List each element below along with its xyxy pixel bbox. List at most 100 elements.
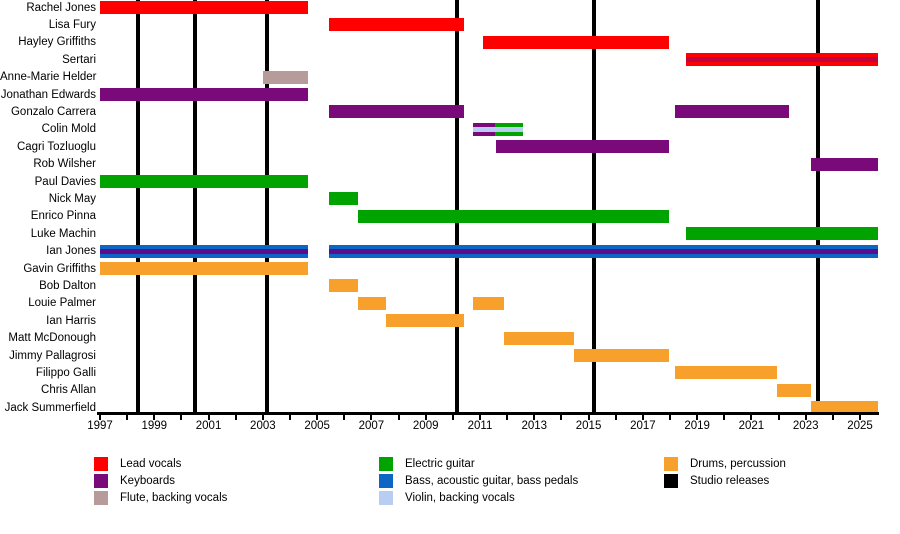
legend-label-keyboards: Keyboards <box>120 475 175 487</box>
axis-year-label: 2017 <box>630 420 656 432</box>
member-label-enrico-pinna: Enrico Pinna <box>30 210 96 223</box>
bar-sertari <box>686 53 878 67</box>
axis-year-label: 2007 <box>358 420 385 432</box>
axis-year-label: 2005 <box>304 420 330 432</box>
member-label-colin-mold: Colin Mold <box>41 123 96 136</box>
axis-year-label: 2003 <box>250 420 276 432</box>
bar-paul-davies <box>100 175 308 188</box>
studio-release-line <box>454 0 459 413</box>
bar-stripe-colin-mold <box>473 126 495 132</box>
member-label-cagri-tozluoglu: Cagri Tozluoglu <box>16 140 96 153</box>
member-label-gonzalo-carrera: Gonzalo Carrera <box>10 105 96 118</box>
bar-gonzalo-carrera <box>675 105 790 119</box>
bar-bob-dalton <box>329 279 358 293</box>
axis-tick <box>859 415 861 420</box>
axis-tick <box>506 415 509 420</box>
x-axis-line <box>97 412 879 415</box>
member-label-nick-may: Nick May <box>48 192 96 205</box>
axis-tick <box>234 415 237 420</box>
studio-release-line <box>264 0 269 413</box>
member-label-matt-mcdonough: Matt McDonough <box>8 332 96 345</box>
axis-tick <box>289 415 291 420</box>
member-label-ian-harris: Ian Harris <box>46 314 96 327</box>
axis-year-label: 2013 <box>521 420 548 432</box>
member-label-anne-marie-helder: Anne-Marie Helder <box>0 71 97 84</box>
legend-label-electric-guitar: Electric guitar <box>405 458 475 470</box>
bar-hayley-griffiths <box>482 35 669 49</box>
axis-year-label: 2021 <box>738 420 765 432</box>
axis-tick <box>804 415 807 420</box>
bar-colin-mold <box>473 122 495 136</box>
studio-release-line <box>136 0 140 413</box>
drums-swatch <box>664 457 678 471</box>
member-label-lisa-fury: Lisa Fury <box>48 18 96 31</box>
axis-year-label: 1999 <box>141 420 168 432</box>
member-label-gavin-griffiths: Gavin Griffiths <box>23 262 96 275</box>
bar-stripe-ian-jones <box>100 248 308 254</box>
member-label-jimmy-pallagrosi: Jimmy Pallagrosi <box>9 349 96 362</box>
axis-tick <box>614 415 617 420</box>
axis-tick <box>723 415 726 420</box>
axis-year-label: 1997 <box>87 420 113 432</box>
legend-label-lead-vocals: Lead vocals <box>120 458 182 470</box>
bar-nick-may <box>329 192 358 206</box>
member-label-luke-machin: Luke Machin <box>30 227 96 240</box>
axis-tick <box>370 415 373 420</box>
axis-tick <box>696 415 699 420</box>
axis-tick <box>153 415 156 420</box>
axis-tick <box>99 415 101 420</box>
axis-tick <box>777 415 780 420</box>
bar-chris-allan <box>777 383 812 397</box>
axis-tick <box>831 415 834 420</box>
bar-rob-wilsher <box>811 157 878 171</box>
studio-release-line <box>592 0 596 413</box>
bar-gonzalo-carrera <box>329 105 464 119</box>
bar-enrico-pinna <box>357 209 669 223</box>
member-label-jonathan-edwards: Jonathan Edwards <box>0 88 96 101</box>
keyboards-swatch <box>94 474 108 488</box>
legend-label-violin-backing-vocals: Violin, backing vocals <box>405 492 515 504</box>
member-label-sertari: Sertari <box>62 53 96 66</box>
bar-jimmy-pallagrosi <box>573 349 669 362</box>
axis-year-label: 2015 <box>575 420 602 432</box>
axis-year-label: 2011 <box>467 420 493 432</box>
axis-year-label: 2025 <box>847 420 873 432</box>
axis-tick <box>533 415 536 420</box>
member-label-paul-davies: Paul Davies <box>34 175 96 188</box>
bar-ian-harris <box>386 314 464 328</box>
axis-year-label: 2001 <box>195 420 222 432</box>
member-label-chris-allan: Chris Allan <box>41 384 96 397</box>
bar-matt-mcdonough <box>504 331 574 345</box>
studio-releases-swatch <box>664 474 678 488</box>
bar-stripe-sertari <box>686 57 878 63</box>
bar-filippo-galli <box>675 366 778 380</box>
lead-vocals-swatch <box>94 457 108 471</box>
plot-area: Rachel Jones Lisa Fury Hayley Griffiths Ser… <box>0 0 878 415</box>
studio-release-line <box>815 0 820 413</box>
legend-label-bass: Bass, acoustic guitar, bass pedals <box>405 475 579 487</box>
bar-cagri-tozluoglu <box>496 140 669 154</box>
legend-label-drums: Drums, percussion <box>690 458 786 470</box>
member-label-bob-dalton: Bob Dalton <box>39 279 96 292</box>
member-label-louie-palmer: Louie Palmer <box>28 297 96 310</box>
axis-tick <box>424 415 427 420</box>
bar-jack-summerfield <box>811 401 878 415</box>
axis-tick <box>641 415 644 420</box>
bass-swatch <box>379 474 393 488</box>
axis-year-label: 2009 <box>412 420 439 432</box>
axis-tick <box>451 415 454 420</box>
bar-louie-palmer <box>357 296 387 310</box>
bar-stripe-ian-jones <box>329 248 878 254</box>
legend-label-studio-releases: Studio releases <box>690 475 770 487</box>
bar-gavin-griffiths <box>100 262 308 275</box>
member-label-rachel-jones: Rachel Jones <box>26 1 96 14</box>
bar-colin-mold <box>494 122 524 136</box>
bar-ian-jones <box>329 244 878 258</box>
bar-lisa-fury <box>329 18 464 32</box>
bar-jonathan-edwards <box>100 88 308 101</box>
member-label-ian-jones: Ian Jones <box>46 245 96 258</box>
member-label-hayley-griffiths: Hayley Griffiths <box>18 36 96 49</box>
member-label-jack-summerfield: Jack Summerfield <box>4 401 96 414</box>
electric-guitar-swatch <box>379 457 393 471</box>
